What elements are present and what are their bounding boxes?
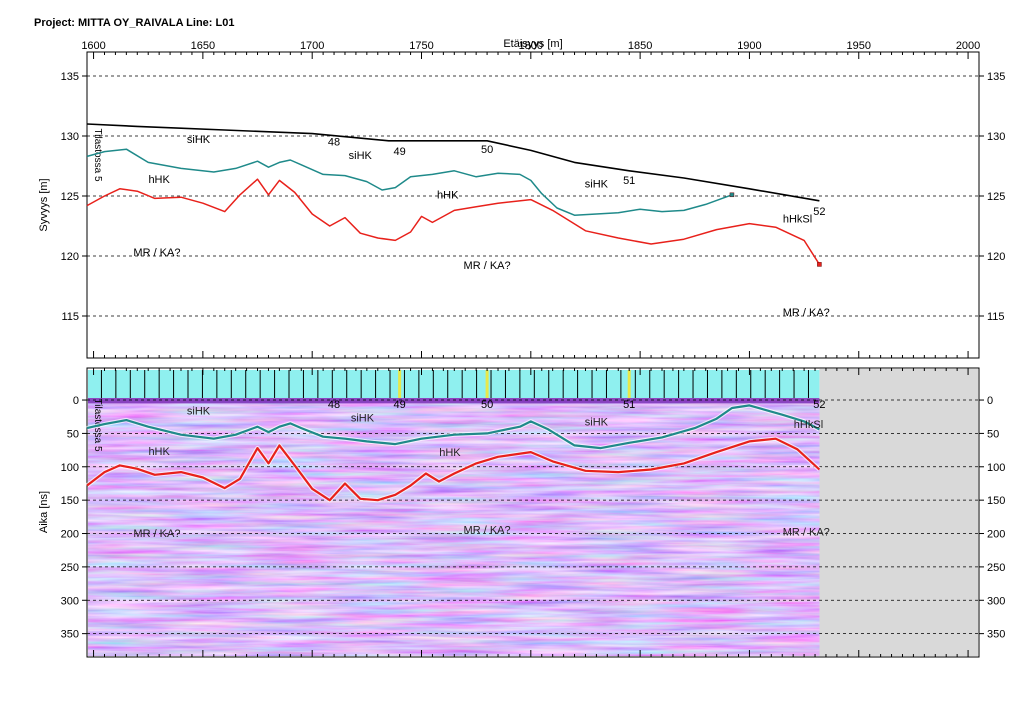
marker-label: 48 <box>328 137 340 149</box>
annotation-label: hHK <box>148 446 170 458</box>
y-tick-label-left: 250 <box>61 562 79 574</box>
marker-label: 50 <box>481 399 493 411</box>
x-tick-label: 2000 <box>956 40 980 52</box>
y-tick-label-right: 200 <box>987 529 1005 541</box>
y-tick-label-left: 120 <box>61 251 79 263</box>
annotation-label: siHK <box>351 412 375 424</box>
annotation-label: hHK <box>439 447 461 459</box>
annotation-label: MR / KA? <box>783 307 830 319</box>
y-axis-title-time: Aika [ns] <box>38 491 50 533</box>
marker-label: 52 <box>813 399 825 411</box>
project-title: Project: MITTA OY_RAIVALA Line: L01 <box>34 17 235 29</box>
annotation-label: MR / KA? <box>464 525 511 537</box>
trace-strip <box>88 370 820 399</box>
y-tick-label-left: 300 <box>61 595 79 607</box>
annotation-label: hHK <box>148 174 170 186</box>
fiducial-marker <box>398 370 402 399</box>
y-tick-label-left: 0 <box>73 395 79 407</box>
y-tick-label-right: 120 <box>987 251 1005 263</box>
direct-wave-band <box>88 398 820 404</box>
annotation-label: hHkSl <box>783 213 812 225</box>
series-endpoint <box>817 262 822 267</box>
annotation-label: siHK <box>585 416 609 428</box>
x-tick-label: 1700 <box>300 40 324 52</box>
x-tick-label: 1900 <box>737 40 761 52</box>
y-tick-label-left: 100 <box>61 462 79 474</box>
annotation-label: MR / KA? <box>464 260 511 272</box>
y-tick-label-right: 250 <box>987 562 1005 574</box>
y-tick-label-right: 115 <box>987 311 1005 323</box>
radargram-image <box>88 398 820 656</box>
x-tick-label: 1800 <box>519 40 543 52</box>
annotation-label: MR / KA? <box>783 527 830 539</box>
y-tick-label-right: 150 <box>987 495 1005 507</box>
y-tick-label-right: 100 <box>987 462 1005 474</box>
y-tick-label-right: 0 <box>987 395 993 407</box>
series-line-interface_teal <box>86 404 820 450</box>
y-tick-label-left: 150 <box>61 495 79 507</box>
annotation-label: siHK <box>585 179 609 191</box>
y-tick-label-right: 50 <box>987 428 999 440</box>
x-tick-label: 1850 <box>628 40 652 52</box>
radargram-nodata-area <box>819 369 978 656</box>
side-label: Tilastossa 5 <box>92 129 103 182</box>
series-line-interface_teal <box>86 148 733 216</box>
y-axis-title-depth: Syvyys [m] <box>38 178 50 231</box>
marker-label: 52 <box>813 206 825 218</box>
annotation-label: MR / KA? <box>133 528 180 540</box>
x-tick-label: 1950 <box>847 40 871 52</box>
y-tick-label-left: 125 <box>61 191 79 203</box>
marker-label: 51 <box>623 399 635 411</box>
y-tick-label-left: 200 <box>61 529 79 541</box>
marker-label: 49 <box>394 399 406 411</box>
annotation-label: hHK <box>437 189 459 201</box>
marker-label: 50 <box>481 144 493 156</box>
y-tick-label-left: 350 <box>61 629 79 641</box>
y-tick-label-left: 130 <box>61 131 79 143</box>
fiducial-marker <box>627 370 631 399</box>
series-line-interface_red <box>86 178 821 265</box>
y-tick-label-right: 300 <box>987 595 1005 607</box>
series-line-interface_red <box>86 437 821 502</box>
x-tick-label: 1750 <box>409 40 433 52</box>
series-endpoint <box>729 192 735 198</box>
annotation-label: siHK <box>187 406 211 418</box>
marker-label: 49 <box>394 146 406 158</box>
annotation-label: siHK <box>187 134 211 146</box>
y-tick-label-right: 350 <box>987 629 1005 641</box>
marker-label: 51 <box>623 175 635 187</box>
marker-label: 48 <box>328 399 340 411</box>
annotation-label: siHK <box>349 150 373 162</box>
x-tick-label: 1650 <box>191 40 215 52</box>
annotation-label: MR / KA? <box>133 247 180 259</box>
x-axis-title: Etäisyys [m] <box>503 38 562 50</box>
y-tick-label-right: 130 <box>987 131 1005 143</box>
y-tick-label-right: 125 <box>987 191 1005 203</box>
series-line-surface <box>86 123 820 202</box>
depth-plot-frame <box>86 51 980 359</box>
y-tick-label-left: 135 <box>61 71 79 83</box>
annotation-label: hHkSl <box>794 419 823 431</box>
y-tick-label-left: 115 <box>61 311 79 323</box>
fiducial-marker <box>485 370 489 399</box>
y-tick-label-left: 50 <box>67 428 79 440</box>
x-tick-label: 1600 <box>81 40 105 52</box>
y-tick-label-right: 135 <box>987 71 1005 83</box>
